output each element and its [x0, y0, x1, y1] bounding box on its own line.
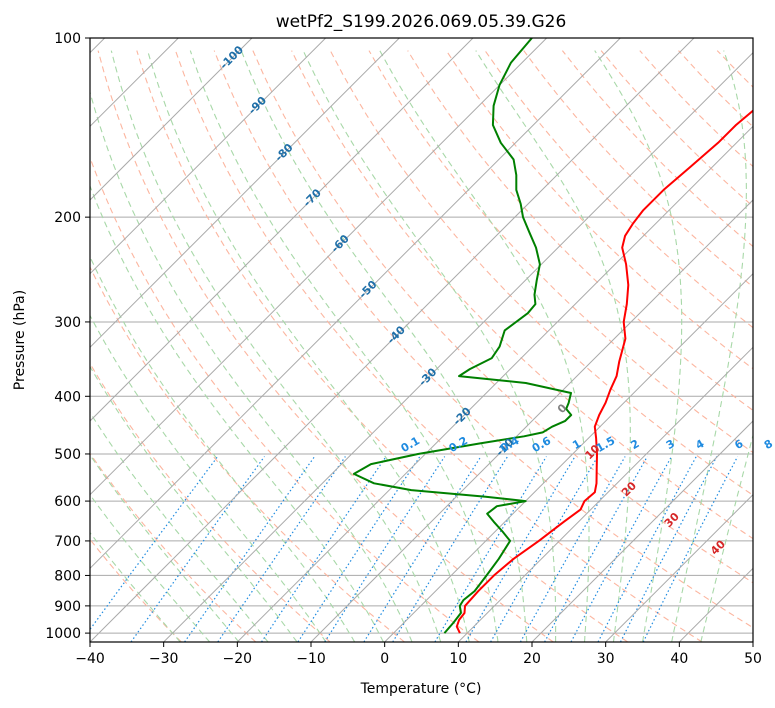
dry-adiabat: [756, 51, 775, 642]
isotherm: [90, 38, 327, 275]
x-tick-label: 0: [380, 651, 389, 667]
mixing-ratio-line: [465, 456, 576, 642]
x-tick-label: 40: [670, 651, 688, 667]
dry-adiabat: [291, 50, 753, 540]
temperature-line: [455, 109, 753, 634]
x-tick-label: −10: [296, 651, 326, 667]
dry-adiabat: [252, 50, 753, 584]
isotherm: [90, 38, 621, 570]
y-tick-label: 400: [54, 389, 81, 405]
moist-adiabat: [700, 433, 753, 642]
axis-ticks: −40 −30 −20 −10 0 10 20 30 40 50 100 200 300 400 500 60…: [45, 31, 762, 667]
dry-adiabat: [329, 50, 753, 496]
x-tick-label: −20: [223, 651, 253, 667]
mixing-ratio-line: [544, 456, 648, 642]
moist-adiabat: [189, 50, 499, 642]
dry-adiabat: [90, 362, 331, 642]
moist-adiabat: [475, 50, 631, 642]
mixing-ratio-line: [261, 456, 387, 642]
x-tick-label: 30: [597, 651, 615, 667]
mixing-ratio-label: 8: [762, 437, 775, 452]
y-tick-label: 600: [54, 494, 81, 510]
moist-adiabat: [90, 255, 356, 642]
mixing-ratio-line: [434, 456, 547, 642]
dry-adiabat: [136, 50, 629, 642]
moist-adiabat: [90, 493, 211, 642]
moist-adiabat: [90, 531, 181, 642]
mixing-ratio-line: [519, 456, 626, 642]
y-tick-label: 500: [54, 447, 81, 463]
isotherm: [531, 420, 753, 642]
mixing-ratio-line: [392, 456, 509, 642]
x-axis-label: Temperature (°C): [360, 681, 482, 697]
moist-adiabat: [594, 50, 683, 642]
dewpoint-line: [352, 38, 573, 634]
moist-adiabat: [90, 454, 240, 642]
isotherm: [90, 38, 400, 349]
mixing-ratio-line: [217, 456, 346, 642]
moist-adiabat: [110, 50, 442, 642]
x-tick-label: −40: [75, 651, 105, 667]
moist-adiabat: [671, 50, 747, 642]
dry-adiabat: [90, 452, 257, 642]
mixing-ratio-line: [642, 456, 739, 642]
y-tick-label: 300: [54, 315, 81, 331]
x-tick-label: 20: [523, 651, 541, 667]
moist-adiabat: [90, 314, 327, 642]
dry-adiabat: [97, 50, 554, 642]
isotherm: [457, 346, 753, 642]
isotherm: [384, 272, 753, 642]
dry-adiabat: [90, 155, 480, 642]
isotherm: [90, 38, 253, 201]
x-tick-label: −30: [149, 651, 179, 667]
plot-background: [90, 38, 753, 642]
moist-adiabat: [90, 184, 384, 642]
isotherm: [90, 38, 695, 642]
y-tick-label: 700: [54, 534, 81, 550]
isotherm: [605, 493, 753, 642]
mixing-ratio-line: [184, 456, 316, 642]
isotherm: [236, 125, 753, 642]
plot-frame: [89, 37, 754, 643]
dry-adiabat: [213, 50, 753, 629]
y-tick-label: 100: [54, 31, 81, 47]
y-tick-label: 900: [54, 599, 81, 615]
moist-adiabat: [302, 50, 557, 642]
y-axis-label: Pressure (hPa): [12, 290, 28, 390]
moist-adiabat: [379, 50, 590, 642]
background-lines: [90, 38, 775, 642]
isotherm: [90, 38, 548, 496]
profile-series: [352, 38, 753, 634]
y-tick-label: 200: [54, 210, 81, 226]
y-tick-label: 1000: [45, 626, 81, 642]
moist-adiabat: [90, 411, 269, 642]
y-tick-label: 800: [54, 568, 81, 584]
isotherm: [90, 38, 474, 422]
mixing-ratio-line: [90, 456, 219, 631]
moist-adiabat: [147, 50, 470, 642]
x-tick-label: 10: [449, 651, 467, 667]
moist-adiabat: [90, 365, 298, 642]
isotherm: [752, 641, 753, 642]
chart-title: wetPf2_S199.2026.069.05.39.G26: [276, 12, 567, 32]
isotherm: [310, 199, 753, 642]
moist-adiabat: [240, 50, 528, 642]
x-tick-label: 50: [744, 651, 762, 667]
isotherm: [163, 51, 753, 642]
